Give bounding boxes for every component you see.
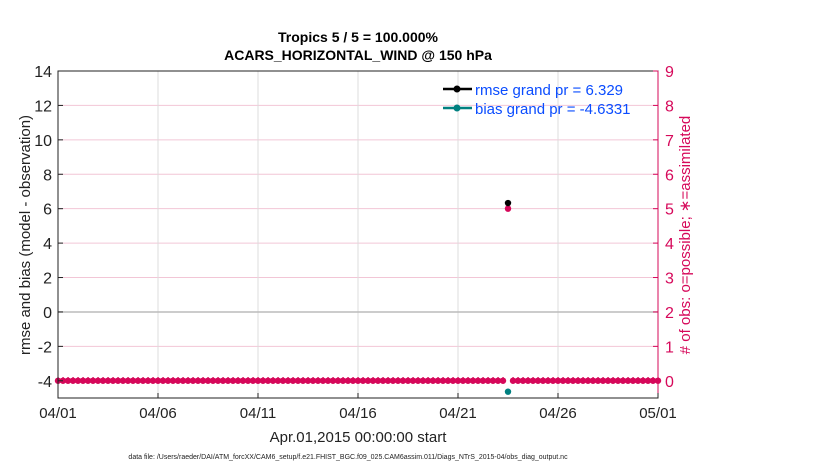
obs-possible-marker (499, 377, 507, 384)
x-tick-label: 04/21 (439, 405, 477, 422)
y-right-tick-label: 4 (665, 236, 674, 253)
y-right-tick-label: 0 (665, 374, 674, 391)
y-tick-label: 14 (34, 64, 52, 81)
x-tick-label: 04/06 (139, 405, 177, 422)
x-tick-label: 04/16 (339, 405, 377, 422)
y-tick-label: 0 (43, 305, 52, 322)
y-tick-label: 8 (43, 167, 52, 184)
x-tick-label: 04/26 (539, 405, 577, 422)
y-tick-label: 12 (34, 98, 52, 115)
bias-point (504, 388, 512, 395)
y-tick-label: -2 (38, 339, 52, 356)
obs-assimilated-marker: * (500, 374, 506, 389)
obs-assimilated-marker: * (505, 202, 511, 217)
y-tick-label: 4 (43, 236, 52, 253)
y-tick-label: 6 (43, 202, 52, 219)
chart-title-line-2: ACARS_HORIZONTAL_WIND @ 150 hPa (224, 47, 492, 63)
y-right-tick-label: 3 (665, 271, 674, 288)
y-axis-right-label: # of obs: o=possible; ∗=assimilated (677, 116, 694, 355)
obs-count-series: ****************************************… (54, 202, 661, 389)
y-tick-label: 2 (43, 271, 52, 288)
legend-bias-marker (453, 104, 461, 112)
legend-bias-label: bias grand pr = -4.6331 (475, 101, 631, 118)
chart-title-line-1: Tropics 5 / 5 = 100.000% (278, 29, 438, 45)
y-right-tick-label: 5 (665, 202, 674, 219)
y-tick-label: -4 (38, 374, 52, 391)
rmse-point (504, 199, 512, 207)
y-tick-label: 10 (34, 133, 52, 150)
y-right-tick-label: 1 (665, 339, 674, 356)
x-tick-label: 04/01 (39, 405, 77, 422)
y-right-tick-label: 2 (665, 305, 674, 322)
legend-rmse-marker (453, 85, 461, 93)
grid (58, 71, 658, 398)
obs-possible-marker (504, 205, 512, 212)
x-tick-label: 05/01 (639, 405, 677, 422)
y-axis-label: rmse and bias (model - observation) (17, 115, 34, 355)
legend-rmse-label: rmse grand pr = 6.329 (475, 82, 623, 99)
data-file-footer: data file: /Users/raeder/DAI/ATM_forcXX/… (128, 454, 568, 461)
y-right-tick-label: 9 (665, 64, 674, 81)
y-right-tick-label: 6 (665, 167, 674, 184)
y-right-tick-label: 7 (665, 133, 674, 150)
x-axis-label: Apr.01,2015 00:00:00 start (270, 429, 448, 446)
y-right-tick-label: 8 (665, 98, 674, 115)
x-tick-label: 04/11 (240, 405, 276, 422)
legend: rmse grand pr = 6.329 bias grand pr = -4… (443, 82, 631, 118)
data-marks (504, 199, 512, 395)
